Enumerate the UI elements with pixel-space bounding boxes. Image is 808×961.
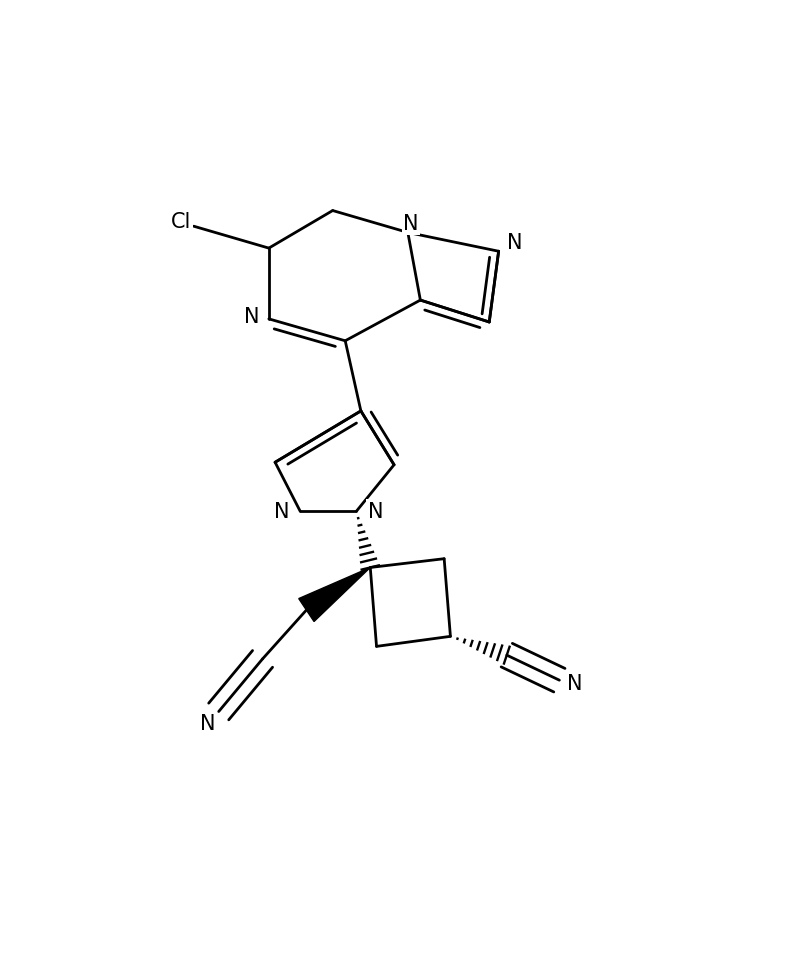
Text: N: N (243, 307, 259, 327)
Text: N: N (403, 214, 419, 234)
Text: N: N (368, 502, 383, 522)
Text: N: N (200, 713, 215, 733)
Text: N: N (507, 233, 522, 253)
Text: Cl: Cl (171, 212, 191, 232)
Text: N: N (567, 674, 583, 694)
Text: N: N (274, 502, 289, 522)
Polygon shape (299, 568, 370, 622)
